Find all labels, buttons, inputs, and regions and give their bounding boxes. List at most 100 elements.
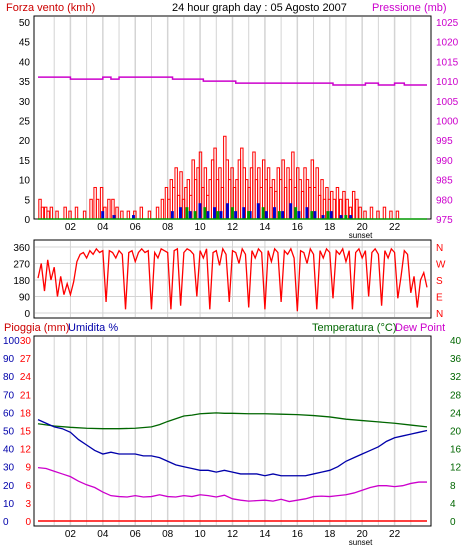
data-series — [37, 76, 428, 522]
temp-xtick-16: 16 — [292, 529, 304, 540]
avg-wind-bar-1 — [112, 215, 116, 219]
wind-xtick-20: 20 — [357, 222, 369, 233]
rain-ytick-30: 30 — [20, 336, 32, 347]
dir-ytick-270: 270 — [13, 260, 30, 271]
wind-xtick-22: 22 — [389, 222, 401, 233]
temp-xtick-06: 06 — [130, 529, 142, 540]
wind-ytick-35: 35 — [19, 77, 31, 88]
wind-xtick-04: 04 — [97, 222, 109, 233]
humidity-ytick-90: 90 — [3, 354, 15, 365]
temp-ytick-16: 16 — [450, 445, 462, 456]
wind-xtick-14: 14 — [259, 222, 271, 233]
pressure-ytick-1025: 1025 — [436, 18, 459, 29]
pressure-ytick-1010: 1010 — [436, 77, 459, 88]
humidity-ytick-30: 30 — [3, 463, 15, 474]
dir-ytick-90: 90 — [19, 293, 31, 304]
wind-ytick-0: 0 — [24, 215, 30, 226]
rain-ytick-0: 0 — [25, 517, 31, 528]
rain-ytick-18: 18 — [20, 408, 32, 419]
avg-wind-bar-2 — [132, 215, 135, 219]
temp-xtick-04: 04 — [97, 529, 109, 540]
pressure-ytick-985: 985 — [436, 176, 453, 187]
wind-ytick-45: 45 — [19, 38, 31, 49]
avg-wind-bar-21 — [313, 211, 317, 219]
temp-xtick-14: 14 — [259, 529, 271, 540]
pressure-ytick-990: 990 — [436, 156, 453, 167]
temp-xtick-18: 18 — [324, 529, 336, 540]
temp-ytick-12: 12 — [450, 463, 462, 474]
humidity-ytick-10: 10 — [3, 499, 15, 510]
wind-xtick-08: 08 — [162, 222, 174, 233]
calm-bar-10 — [326, 211, 330, 219]
calm-bar-5 — [247, 211, 251, 219]
temperature-line — [37, 412, 428, 430]
dir-compass-3: E — [436, 293, 443, 304]
temp-sunset-label: sunset — [349, 538, 373, 547]
avg-wind-bar-10 — [226, 203, 229, 219]
avg-wind-bar-0 — [101, 211, 105, 219]
temp-xtick-22: 22 — [389, 529, 401, 540]
wind-xtick-10: 10 — [195, 222, 207, 233]
wind-ytick-20: 20 — [19, 136, 31, 147]
calm-bar-8 — [294, 207, 298, 219]
pressure-ytick-1000: 1000 — [436, 117, 459, 128]
avg-wind-bar-20 — [305, 207, 309, 219]
dir-compass-2: S — [436, 276, 443, 287]
wind-xtick-02: 02 — [65, 222, 77, 233]
humidity-ytick-20: 20 — [3, 481, 15, 492]
dir-ytick-180: 180 — [13, 276, 30, 287]
avg-wind-bar-24 — [339, 215, 343, 219]
avg-wind-bar-4 — [179, 207, 182, 219]
pressure-ytick-1015: 1015 — [436, 57, 459, 68]
calm-bar-11 — [344, 215, 348, 219]
rain-ytick-9: 9 — [25, 463, 31, 474]
rain-ytick-24: 24 — [20, 372, 32, 383]
avg-wind-bar-6 — [198, 203, 202, 219]
temp-xtick-20: 20 — [357, 529, 369, 540]
direction-line — [37, 247, 428, 312]
rain-ytick-6: 6 — [25, 481, 31, 492]
wind-xtick-12: 12 — [227, 222, 239, 233]
temp-ytick-24: 24 — [450, 408, 462, 419]
rain-ytick-15: 15 — [20, 427, 32, 438]
avg-wind-bar-17 — [281, 211, 285, 219]
calm-bar-2 — [203, 207, 207, 219]
wind-ytick-15: 15 — [19, 156, 31, 167]
calm-bar-0 — [185, 207, 189, 219]
avg-wind-bar-9 — [219, 211, 223, 219]
pressure-ytick-1020: 1020 — [436, 38, 459, 49]
avg-wind-bar-15 — [264, 211, 268, 219]
calm-bar-1 — [193, 211, 197, 219]
wind-xtick-18: 18 — [324, 222, 336, 233]
wind-ytick-30: 30 — [19, 97, 31, 108]
avg-wind-bar-8 — [213, 207, 216, 219]
avg-wind-bar-18 — [289, 203, 293, 219]
dir-compass-0: N — [436, 243, 443, 254]
gridlines — [35, 17, 430, 525]
humidity-ytick-40: 40 — [3, 445, 15, 456]
temp-ytick-0: 0 — [450, 517, 456, 528]
avg-wind-bar-14 — [256, 203, 260, 219]
avg-wind-bar-3 — [170, 211, 174, 219]
humidity-line — [37, 419, 428, 477]
wind-ytick-50: 50 — [19, 18, 31, 29]
dewpoint-title: Dew Point — [395, 322, 445, 334]
wind-sunset-label: sunset — [349, 231, 373, 240]
avg-wind-bar-23 — [329, 211, 333, 219]
humidity-ytick-0: 0 — [3, 517, 9, 528]
humidity-ytick-50: 50 — [3, 427, 15, 438]
pressure-ytick-975: 975 — [436, 215, 453, 226]
wind-xtick-16: 16 — [292, 222, 304, 233]
pressure-title: Pressione (mb) — [372, 2, 447, 14]
humidity-ytick-60: 60 — [3, 408, 15, 419]
avg-wind-bar-16 — [273, 207, 276, 219]
dir-ytick-0: 0 — [24, 309, 30, 320]
dewpoint-line — [37, 466, 427, 503]
temp-ytick-40: 40 — [450, 336, 462, 347]
dir-compass-1: W — [436, 260, 446, 271]
wind-ytick-5: 5 — [24, 195, 30, 206]
rain-title: Pioggia (mm) — [4, 322, 69, 334]
rain-ytick-21: 21 — [20, 390, 32, 401]
